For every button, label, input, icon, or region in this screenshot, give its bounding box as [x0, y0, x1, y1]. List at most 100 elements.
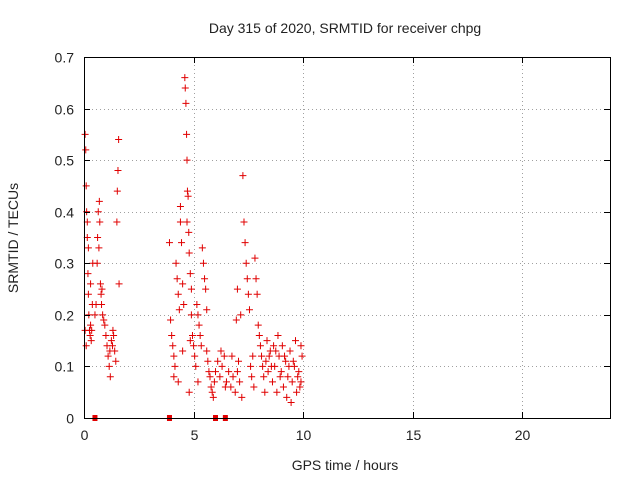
data-point [285, 362, 293, 370]
y-tick-label: 0.2 [55, 308, 75, 324]
data-point [165, 239, 173, 247]
data-point [82, 182, 90, 190]
data-point [178, 239, 186, 247]
data-point [238, 393, 246, 401]
data-point [228, 352, 236, 360]
data-point [183, 130, 191, 138]
data-point [170, 352, 178, 360]
data-point [273, 388, 281, 396]
data-point [248, 373, 256, 381]
data-point [170, 373, 178, 381]
data-point [262, 357, 270, 365]
x-tick-labels: 0 5 10 15 20 [81, 427, 531, 443]
data-point [87, 337, 95, 345]
data-point [276, 373, 284, 381]
data-point [203, 347, 211, 355]
data-point [107, 337, 115, 345]
data-point [284, 373, 292, 381]
data-point [260, 373, 268, 381]
data-point [253, 290, 261, 298]
data-point [297, 342, 305, 350]
data-point [241, 239, 249, 247]
data-point [106, 373, 114, 381]
data-point [294, 373, 302, 381]
data-point [87, 280, 95, 288]
data-point [265, 352, 273, 360]
data-point [212, 368, 219, 376]
data-point [214, 357, 222, 365]
data-point [221, 383, 229, 391]
data-point [252, 275, 260, 283]
data-point [174, 378, 182, 386]
data-point [184, 192, 192, 200]
data-point [272, 347, 280, 355]
data-point [198, 244, 206, 252]
data-point [110, 331, 118, 339]
data-point [82, 342, 90, 350]
data-point [225, 368, 233, 376]
data-point [186, 337, 194, 345]
data-point [108, 342, 116, 350]
data-point [94, 234, 102, 241]
data-point [261, 388, 269, 396]
data-point [173, 275, 181, 283]
data-point [84, 290, 92, 298]
data-point [254, 321, 262, 329]
data-point [94, 208, 102, 216]
data-point [185, 249, 193, 257]
data-point [293, 388, 301, 396]
data-point [295, 368, 303, 376]
data-point [233, 285, 241, 293]
x-tick-label: 5 [191, 427, 199, 443]
data-point [181, 84, 189, 92]
data-point [237, 311, 245, 319]
y-tick-label: 0 [66, 411, 74, 427]
data-point [185, 228, 193, 236]
data-point [288, 378, 296, 386]
data-points [81, 74, 306, 407]
data-point [181, 74, 189, 82]
data-point [167, 316, 175, 324]
data-point [208, 388, 216, 396]
data-point [171, 362, 179, 370]
grid-lines [84, 57, 610, 418]
data-point [236, 378, 244, 386]
data-point [259, 362, 267, 370]
data-point [101, 321, 109, 329]
chart-title: Day 315 of 2020, SRMTID for receiver chp… [209, 20, 481, 36]
data-point [251, 254, 259, 262]
data-point [102, 331, 110, 339]
data-point [104, 352, 112, 360]
data-point [239, 172, 247, 180]
y-axis-label: SRMTID / TECUs [5, 183, 21, 293]
data-point [250, 383, 258, 391]
data-point [105, 362, 113, 370]
data-point [190, 342, 198, 350]
data-point [245, 306, 253, 314]
data-point [270, 342, 278, 350]
data-point [206, 373, 214, 381]
data-point [298, 352, 306, 360]
data-point [204, 357, 212, 365]
data-point [267, 362, 275, 370]
data-point [183, 156, 191, 164]
data-point [192, 362, 200, 370]
data-point [205, 368, 213, 376]
data-point [210, 378, 218, 386]
y-tick-label: 0.1 [55, 359, 75, 375]
data-point [86, 331, 94, 339]
data-point [218, 362, 226, 370]
data-point [187, 311, 195, 319]
data-point [81, 326, 89, 334]
data-point [193, 301, 201, 309]
data-point [95, 197, 103, 205]
data-point [84, 244, 92, 252]
data-point [229, 373, 237, 381]
data-point [244, 290, 252, 298]
data-point [85, 311, 93, 319]
data-point [279, 383, 287, 391]
data-point [88, 326, 96, 334]
data-point [187, 285, 195, 293]
x-axis-label: GPS time / hours [292, 457, 399, 473]
data-point [115, 280, 123, 288]
